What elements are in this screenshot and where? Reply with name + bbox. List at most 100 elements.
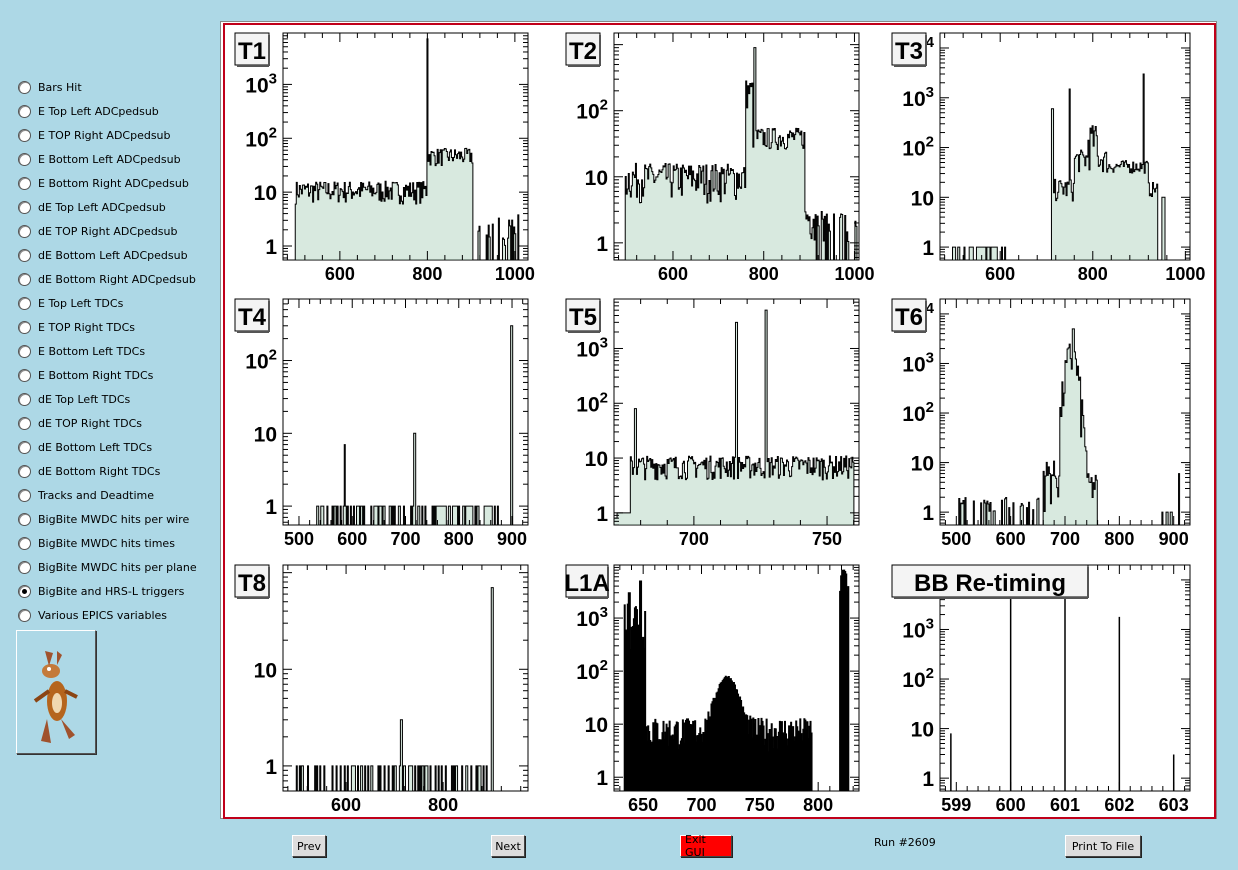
sidebar-item-label: dE Bottom Left TDCs [38, 440, 153, 454]
radio-button[interactable] [18, 608, 31, 622]
plot-frame [282, 564, 529, 792]
sidebar: Bars Hit E Top Left ADCpedsub E TOP Right … [0, 0, 215, 870]
x-tick-label: 700 [1050, 529, 1080, 549]
sidebar-item[interactable]: dE TOP Right ADCpedsub [18, 221, 178, 241]
x-tick-label: 800 [1078, 264, 1108, 284]
x-tick-label: 600 [331, 795, 361, 815]
sidebar-item[interactable]: dE Bottom Left TDCs [18, 437, 152, 457]
sidebar-item-label: E Bottom Left ADCpedsub [38, 152, 181, 166]
sidebar-item[interactable]: BigBite MWDC hits times [18, 533, 175, 553]
sidebar-item[interactable]: dE Top Left TDCs [18, 389, 130, 409]
sidebar-item[interactable]: E TOP Right ADCpedsub [18, 125, 171, 145]
sidebar-item[interactable]: BigBite and HRS-L triggers [18, 581, 184, 601]
plot-title: T6 [895, 304, 923, 331]
x-tick-label: 900 [497, 529, 527, 549]
y-tick-label: 102 [902, 399, 934, 426]
sidebar-item[interactable]: Tracks and Deadtime [18, 485, 154, 505]
sidebar-item-label: BigBite and HRS-L triggers [38, 584, 185, 598]
radio-button[interactable] [18, 272, 31, 286]
sidebar-item[interactable]: Various EPICS variables [18, 605, 167, 625]
y-tick-label: 10 [585, 714, 608, 737]
y-tick-label: 103 [902, 615, 934, 642]
radio-button[interactable] [18, 488, 31, 502]
y-tick-label: 10 [254, 659, 277, 682]
sidebar-item[interactable]: E Bottom Left ADCpedsub [18, 149, 181, 169]
x-tick-label: 750 [812, 529, 842, 549]
y-tick-label: 103 [576, 334, 608, 361]
sidebar-item-label: E TOP Right ADCpedsub [38, 128, 171, 142]
y-tick-label: 103 [902, 84, 934, 111]
radio-button[interactable] [18, 224, 31, 238]
y-tick-label: 102 [245, 124, 277, 151]
sidebar-item-label: E TOP Right TDCs [38, 320, 136, 334]
y-tick-label: 10 [585, 448, 608, 471]
x-tick-label: 600 [996, 529, 1026, 549]
radio-button[interactable] [18, 248, 31, 262]
histogram-line [283, 587, 528, 792]
prev-button[interactable]: Prev [292, 835, 326, 857]
sidebar-item[interactable]: E Top Left TDCs [18, 293, 123, 313]
y-tick-label: 1 [922, 237, 934, 260]
radio-button[interactable] [18, 560, 31, 574]
sidebar-item[interactable]: dE TOP Right TDCs [18, 413, 142, 433]
run-number-label: Run #2609 [874, 836, 936, 849]
x-tick-label: 800 [444, 529, 474, 549]
histogram-line [614, 47, 859, 261]
sidebar-item-label: BigBite MWDC hits times [38, 536, 175, 550]
sidebar-item-label: E Bottom Left TDCs [38, 344, 146, 358]
plot-frame [282, 298, 529, 526]
x-tick-label: 750 [745, 795, 775, 815]
x-tick-label: 800 [428, 795, 458, 815]
canvas-border [223, 23, 1216, 819]
sidebar-item[interactable]: dE Top Left ADCpedsub [18, 197, 166, 217]
x-tick-label: 800 [749, 264, 779, 284]
sidebar-item-label: dE Bottom Right TDCs [38, 464, 161, 478]
print-to-file-button[interactable]: Print To File [1065, 835, 1141, 857]
plot-frame [613, 298, 860, 526]
sidebar-item[interactable]: dE Bottom Right TDCs [18, 461, 160, 481]
radio-button[interactable] [18, 512, 31, 526]
radio-button[interactable] [18, 200, 31, 214]
x-tick-label: 500 [284, 529, 314, 549]
radio-button[interactable] [18, 128, 31, 142]
sidebar-item[interactable]: E Bottom Left TDCs [18, 341, 145, 361]
radio-button[interactable] [18, 104, 31, 118]
radio-button[interactable] [18, 440, 31, 454]
sidebar-item[interactable]: E Bottom Right TDCs [18, 365, 153, 385]
histogram-fill [940, 328, 1190, 525]
radio-button[interactable] [18, 368, 31, 382]
radio-button[interactable] [18, 392, 31, 406]
radio-button[interactable] [18, 344, 31, 358]
x-tick-label: 1000 [834, 264, 874, 284]
y-tick-label: 10 [911, 719, 934, 742]
radio-button[interactable] [18, 80, 31, 94]
sidebar-item[interactable]: E TOP Right TDCs [18, 317, 135, 337]
sidebar-item[interactable]: E Top Left ADCpedsub [18, 101, 159, 121]
y-tick-label: 102 [902, 134, 934, 161]
sidebar-item[interactable]: Bars Hit [18, 77, 82, 97]
sidebar-item-label: dE Top Left ADCpedsub [38, 200, 166, 214]
radio-button[interactable] [18, 320, 31, 334]
plot-frame [939, 298, 1191, 526]
logo-button[interactable] [16, 630, 96, 754]
x-tick-label: 600 [985, 264, 1015, 284]
sidebar-item[interactable]: BigBite MWDC hits per plane [18, 557, 197, 577]
exit-gui-button[interactable]: Exit GUI [680, 833, 732, 859]
plot-title: T8 [238, 570, 266, 597]
sidebar-item[interactable]: dE Bottom Left ADCpedsub [18, 245, 188, 265]
radio-button[interactable] [18, 296, 31, 310]
next-button[interactable]: Next [491, 835, 525, 857]
plot-title: T4 [238, 304, 267, 331]
plot-title: T2 [569, 38, 597, 65]
radio-button[interactable] [18, 536, 31, 550]
radio-button[interactable] [18, 176, 31, 190]
sidebar-item[interactable]: BigBite MWDC hits per wire [18, 509, 189, 529]
radio-button[interactable] [18, 416, 31, 430]
radio-button[interactable] [18, 464, 31, 478]
sidebar-item[interactable]: E Bottom Right ADCpedsub [18, 173, 189, 193]
radio-button[interactable] [18, 584, 31, 598]
sidebar-item[interactable]: dE Bottom Right ADCpedsub [18, 269, 196, 289]
radio-button[interactable] [18, 152, 31, 166]
y-tick-label: 10 [254, 182, 277, 205]
y-tick-label: 1 [265, 496, 277, 519]
